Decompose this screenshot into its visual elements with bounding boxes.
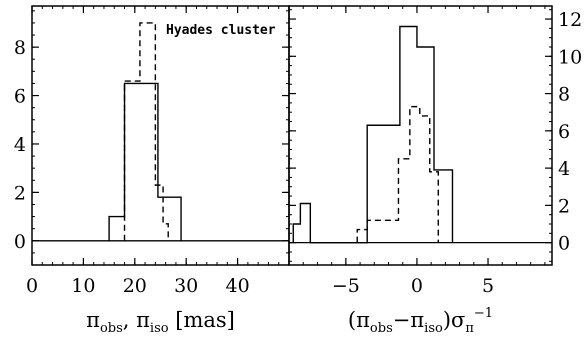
y-tick-label: 0	[14, 231, 26, 253]
y-tick-label: 12	[558, 9, 582, 31]
histogram-dashed	[356, 105, 439, 243]
histogram-solid	[108, 82, 182, 241]
x-tick-label: −5	[332, 275, 360, 297]
left-panel: 0 2 4 6 8 0 10 20 30 40 Hyades cluster πobs, πiso […	[14, 5, 290, 336]
y-tick-label: 2	[14, 182, 26, 204]
x-tick-label: 30	[174, 275, 198, 297]
x-tick-label: 40	[226, 275, 250, 297]
y-tick-label: 4	[558, 158, 570, 180]
right-panel: 0 2 4 6 8 10 12 −5 0 5 (πobs−πiso)σπ−1	[288, 5, 582, 336]
y-tick-label: 8	[558, 84, 570, 106]
y-tick-label: 2	[558, 195, 570, 217]
plot-frame	[288, 5, 553, 266]
annotation-hyades: Hyades cluster	[166, 23, 276, 38]
histogram-dashed	[123, 22, 169, 241]
x-tick-label: 20	[123, 275, 147, 297]
plot-frame	[31, 5, 290, 266]
y-tick-label: 6	[558, 121, 570, 143]
x-axis-label: πobs, πiso [mas]	[86, 308, 235, 336]
x-tick-label: 5	[482, 275, 494, 297]
y-tick-label: 10	[558, 46, 582, 68]
x-tick-label: 0	[411, 275, 423, 297]
x-axis-label: (πobs−πiso)σπ−1	[348, 306, 493, 336]
y-tick-label: 4	[14, 134, 26, 156]
y-tick-label: 8	[14, 37, 26, 59]
x-tick-label: 0	[26, 275, 38, 297]
histogram-solid	[292, 25, 454, 244]
y-tick-label: 0	[558, 233, 570, 255]
x-tick-label: 10	[71, 275, 95, 297]
y-tick-label: 6	[14, 86, 26, 108]
